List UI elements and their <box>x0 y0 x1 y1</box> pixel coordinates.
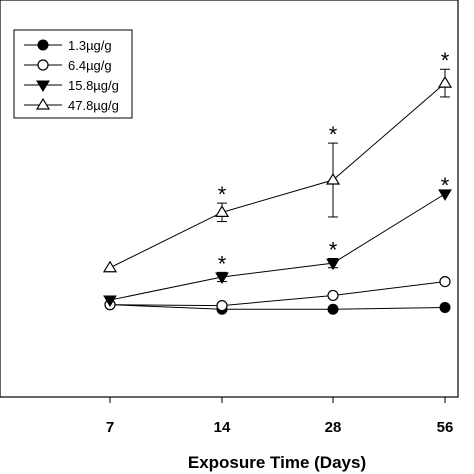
x-tick-label: 56 <box>437 419 454 436</box>
legend-label: 15.8µg/g <box>68 78 119 93</box>
data-point <box>439 275 451 288</box>
x-tick-label: 14 <box>214 419 231 436</box>
plot-frame <box>0 0 459 398</box>
data-point <box>327 289 339 302</box>
x-tick-label: 28 <box>325 419 342 436</box>
data-point <box>325 172 341 185</box>
significance-markers: * * * * * * <box>218 48 450 276</box>
significance-star: * <box>218 182 227 207</box>
data-point <box>327 303 339 315</box>
legend: 1.3µg/g 6.4µg/g 15.8µg/g 47.8µg/g <box>13 29 133 119</box>
legend-marker <box>37 39 49 51</box>
x-axis-title: Exposure Time (Days) <box>188 453 366 472</box>
series-line-4 <box>109 82 446 269</box>
data-point <box>437 75 453 88</box>
data-point <box>103 295 117 308</box>
data-point <box>439 301 451 313</box>
series-lines <box>109 82 446 310</box>
legend-marker <box>37 59 49 71</box>
x-axis-ticks: 7 14 28 56 <box>106 397 454 436</box>
data-point <box>438 189 452 201</box>
legend-marker <box>35 97 51 110</box>
legend-marker <box>36 80 50 92</box>
data-point <box>214 205 230 217</box>
data-point <box>216 299 228 312</box>
significance-star: * <box>329 238 338 263</box>
significance-star: * <box>441 48 450 73</box>
significance-star: * <box>218 251 227 276</box>
series-line-2 <box>109 281 446 307</box>
legend-label: 1.3µg/g <box>68 38 112 53</box>
data-point <box>215 272 229 284</box>
data-markers <box>102 75 453 315</box>
significance-star: * <box>329 122 338 147</box>
legend-entries: 1.3µg/g 6.4µg/g 15.8µg/g 47.8µg/g <box>24 38 119 113</box>
series-line-1 <box>109 304 446 310</box>
x-tick-label: 7 <box>106 419 114 436</box>
series-line-3 <box>109 193 446 301</box>
legend-label: 6.4µg/g <box>68 58 112 73</box>
data-point <box>326 258 340 271</box>
significance-star: * <box>441 173 450 198</box>
legend-label: 47.8µg/g <box>68 98 119 113</box>
data-point <box>102 260 118 273</box>
